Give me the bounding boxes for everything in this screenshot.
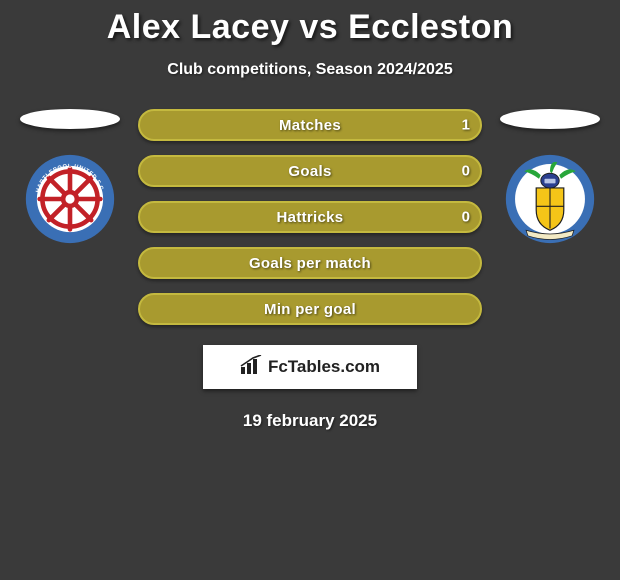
stat-label: Hattricks xyxy=(277,209,344,226)
stat-row-goals-per-match: Goals per match xyxy=(138,247,482,279)
stat-row-matches: Matches 1 xyxy=(138,109,482,141)
comparison-card: Alex Lacey vs Eccleston Club competition… xyxy=(0,0,620,431)
stat-right-value: 0 xyxy=(462,209,470,226)
stat-label: Goals xyxy=(288,163,331,180)
stat-label: Min per goal xyxy=(264,301,356,318)
right-player-col xyxy=(500,109,600,245)
brand-text: FcTables.com xyxy=(268,357,380,377)
stat-row-goals: Goals 0 xyxy=(138,155,482,187)
stat-right-value: 0 xyxy=(462,163,470,180)
stat-label: Goals per match xyxy=(249,255,371,272)
brand-main: Tables xyxy=(288,357,341,376)
brand-suffix: .com xyxy=(340,357,380,376)
stat-right-value: 1 xyxy=(462,117,470,134)
stat-row-hattricks: Hattricks 0 xyxy=(138,201,482,233)
left-ellipse xyxy=(20,109,120,129)
left-player-col: HARTLEPOOL UNITED F.C. xyxy=(20,109,120,245)
brand-prefix: Fc xyxy=(268,357,288,376)
stat-label: Matches xyxy=(279,117,341,134)
page-subtitle: Club competitions, Season 2024/2025 xyxy=(0,61,620,79)
right-ellipse xyxy=(500,109,600,129)
page-title: Alex Lacey vs Eccleston xyxy=(0,8,620,47)
left-club-crest: HARTLEPOOL UNITED F.C. xyxy=(22,153,118,245)
date-text: 19 february 2025 xyxy=(0,411,620,431)
stats-column: Matches 1 Goals 0 Hattricks 0 Goals per … xyxy=(138,109,482,325)
right-club-crest xyxy=(502,153,598,245)
main-row: HARTLEPOOL UNITED F.C. Matches 1 Goals 0… xyxy=(0,109,620,325)
stat-row-min-per-goal: Min per goal xyxy=(138,293,482,325)
brand-chart-icon xyxy=(240,355,264,380)
brand-link[interactable]: FcTables.com xyxy=(203,345,417,389)
